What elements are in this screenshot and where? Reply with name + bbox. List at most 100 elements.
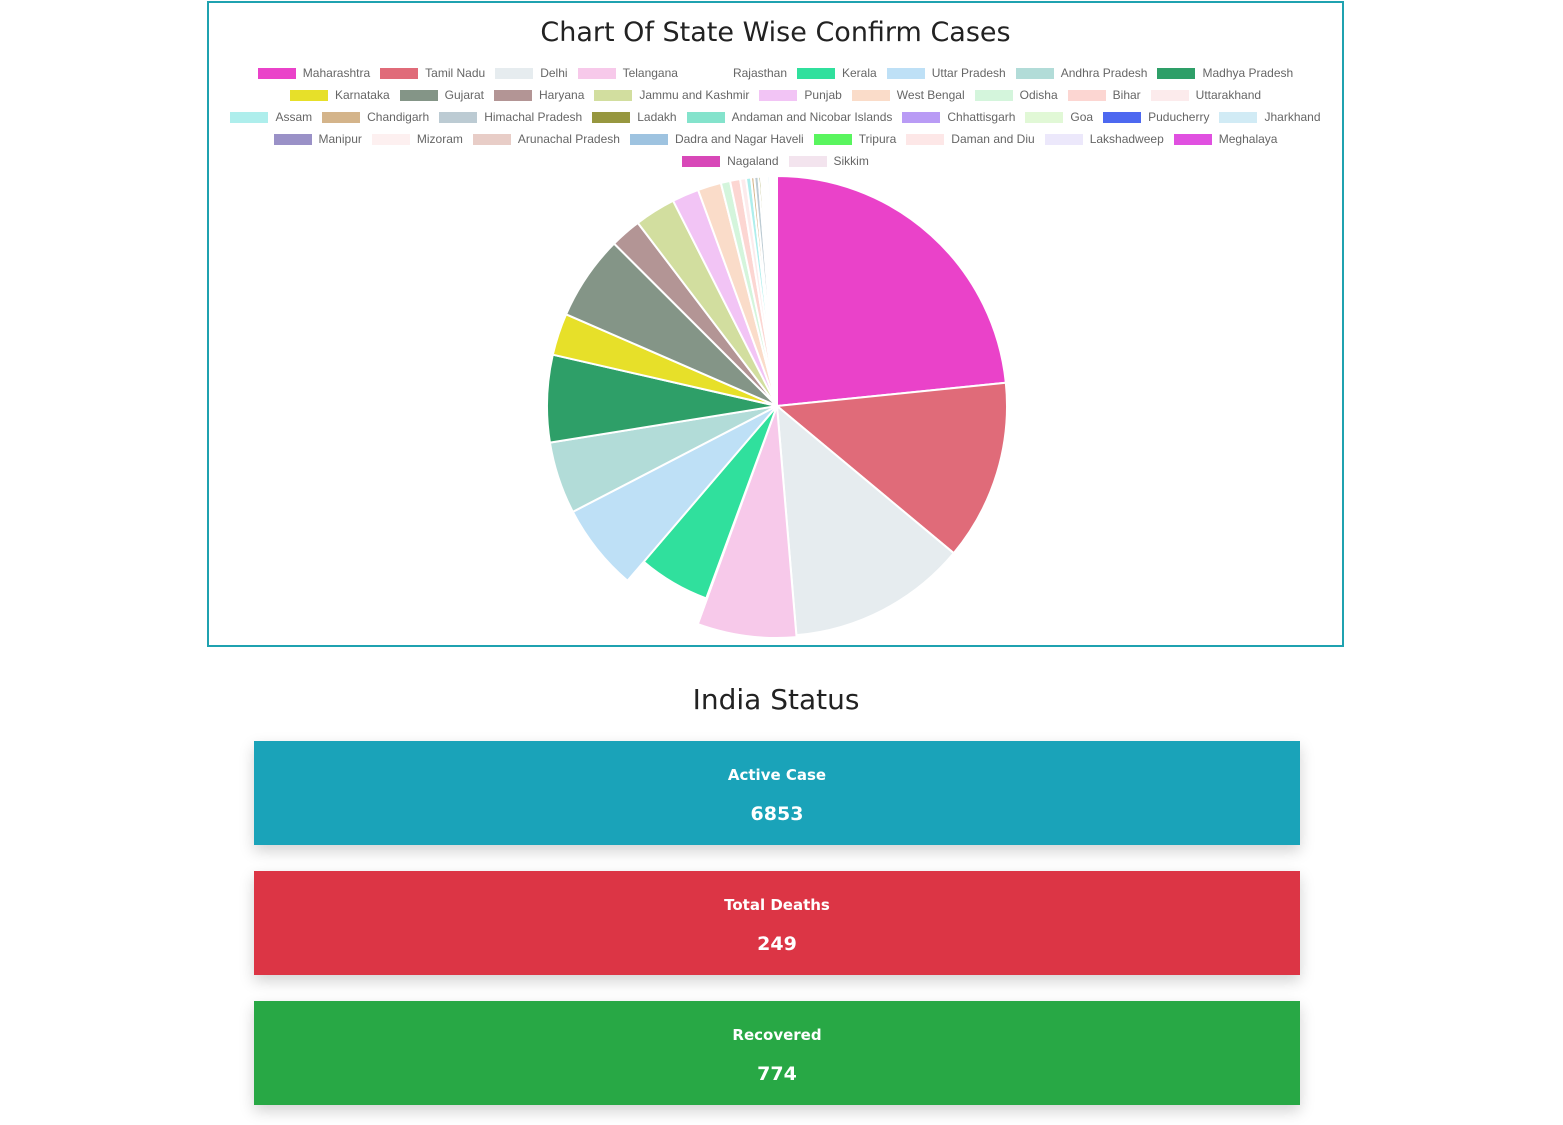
legend-item[interactable]: Jammu and Kashmir bbox=[594, 88, 749, 102]
legend-item[interactable]: Tamil Nadu bbox=[380, 66, 485, 80]
active-case-card: Active Case 6853 bbox=[254, 741, 1300, 845]
legend-item[interactable]: Andhra Pradesh bbox=[1015, 66, 1147, 80]
legend-item[interactable]: Himachal Pradesh bbox=[439, 110, 582, 124]
legend-swatch bbox=[886, 67, 925, 79]
legend-item[interactable]: Sikkim bbox=[788, 154, 869, 168]
legend-item[interactable]: Arunachal Pradesh bbox=[472, 132, 620, 146]
legend-label: Goa bbox=[1070, 110, 1094, 124]
legend-label: Jharkhand bbox=[1264, 110, 1321, 124]
legend-swatch bbox=[273, 133, 312, 145]
legend-item[interactable]: Assam bbox=[230, 110, 312, 124]
legend-swatch bbox=[974, 89, 1013, 101]
legend-label: Haryana bbox=[539, 88, 585, 102]
legend-item[interactable]: Puducherry bbox=[1103, 110, 1209, 124]
legend-item[interactable]: Odisha bbox=[974, 88, 1058, 102]
legend-swatch bbox=[1067, 89, 1106, 101]
legend-label: Lakshadweep bbox=[1089, 132, 1164, 146]
legend-item[interactable]: Daman and Diu bbox=[906, 132, 1035, 146]
legend-item[interactable]: Delhi bbox=[495, 66, 568, 80]
total-deaths-value: 249 bbox=[757, 933, 797, 955]
legend-item[interactable]: Telangana bbox=[577, 66, 678, 80]
chart-title: Chart Of State Wise Confirm Cases bbox=[540, 17, 1011, 48]
legend-label: Ladakh bbox=[637, 110, 677, 124]
legend-item[interactable]: Lakshadweep bbox=[1044, 132, 1164, 146]
legend-item[interactable]: Mizoram bbox=[371, 132, 463, 146]
recovered-value: 774 bbox=[757, 1063, 797, 1085]
legend-swatch bbox=[1015, 67, 1054, 79]
legend-label: Tamil Nadu bbox=[425, 66, 486, 80]
legend-swatch bbox=[380, 67, 419, 79]
legend-item[interactable]: Kerala bbox=[797, 66, 877, 80]
legend-item[interactable]: Haryana bbox=[494, 88, 584, 102]
legend-item[interactable]: Punjab bbox=[759, 88, 842, 102]
total-deaths-label: Total Deaths bbox=[724, 896, 830, 914]
legend-item[interactable]: Tripura bbox=[813, 132, 897, 146]
legend-label: Meghalaya bbox=[1218, 132, 1278, 146]
legend-label: Rajasthan bbox=[732, 66, 787, 80]
legend-item[interactable]: Chhattisgarh bbox=[902, 110, 1015, 124]
legend-label: Karnataka bbox=[334, 88, 390, 102]
legend-item[interactable]: Bihar bbox=[1067, 88, 1141, 102]
legend-label: Dadra and Nagar Haveli bbox=[674, 132, 804, 146]
legend-item[interactable]: Uttar Pradesh bbox=[886, 66, 1006, 80]
legend-label: Uttarakhand bbox=[1195, 88, 1262, 102]
legend-item[interactable]: Madhya Pradesh bbox=[1157, 66, 1293, 80]
active-case-label: Active Case bbox=[727, 766, 827, 784]
pie-slice-maharashtra[interactable] bbox=[776, 174, 1007, 408]
legend-label: Mizoram bbox=[416, 132, 463, 146]
legend-swatch bbox=[1025, 111, 1064, 123]
legend-swatch bbox=[594, 89, 633, 101]
legend-item[interactable]: Andaman and Nicobar Islands bbox=[686, 110, 893, 124]
legend-item[interactable]: Goa bbox=[1025, 110, 1093, 124]
legend-item[interactable]: Ladakh bbox=[592, 110, 677, 124]
legend-item[interactable]: Dadra and Nagar Haveli bbox=[629, 132, 804, 146]
legend-swatch bbox=[289, 89, 328, 101]
legend-label: Madhya Pradesh bbox=[1202, 66, 1294, 80]
legend-swatch bbox=[577, 67, 616, 79]
legend-swatch bbox=[495, 67, 534, 79]
legend-item[interactable]: Jharkhand bbox=[1219, 110, 1321, 124]
legend-item[interactable]: Gujarat bbox=[399, 88, 485, 102]
active-case-value: 6853 bbox=[750, 803, 804, 825]
legend-swatch bbox=[851, 89, 890, 101]
legend-swatch bbox=[788, 155, 827, 167]
legend-label: Kerala bbox=[842, 66, 877, 80]
legend-item[interactable]: Manipur bbox=[273, 132, 362, 146]
legend-item[interactable]: Rajasthan bbox=[687, 66, 787, 80]
legend-swatch bbox=[230, 111, 269, 123]
legend-label: Bihar bbox=[1112, 88, 1141, 102]
legend-swatch bbox=[1044, 133, 1083, 145]
legend-swatch bbox=[494, 89, 533, 101]
legend-item[interactable]: Meghalaya bbox=[1173, 132, 1278, 146]
legend-item[interactable]: West Bengal bbox=[851, 88, 965, 102]
pie-chart bbox=[546, 174, 1008, 639]
legend-swatch bbox=[686, 111, 725, 123]
legend-item[interactable]: Karnataka bbox=[289, 88, 390, 102]
legend-item[interactable]: Nagaland bbox=[682, 154, 779, 168]
legend-swatch bbox=[813, 133, 852, 145]
india-status-title: India Status bbox=[692, 683, 860, 716]
legend-swatch bbox=[1150, 89, 1189, 101]
legend-item[interactable]: Maharashtra bbox=[257, 66, 370, 80]
legend-swatch bbox=[472, 133, 511, 145]
chart-card: Chart Of State Wise Confirm Cases Mahara… bbox=[207, 1, 1344, 647]
legend-item[interactable]: Chandigarh bbox=[322, 110, 429, 124]
legend-label: West Bengal bbox=[896, 88, 965, 102]
pie-slice-telangana[interactable] bbox=[696, 405, 798, 639]
legend-label: Nagaland bbox=[727, 154, 779, 168]
legend-label: Puducherry bbox=[1148, 110, 1210, 124]
legend-item[interactable]: Uttarakhand bbox=[1150, 88, 1262, 102]
pie-slice-tamil-nadu[interactable] bbox=[774, 381, 1008, 555]
pie-slice-sikkim[interactable] bbox=[775, 174, 778, 407]
pie-slice-delhi[interactable] bbox=[775, 403, 956, 637]
legend-label: Daman and Diu bbox=[951, 132, 1035, 146]
legend-swatch bbox=[1157, 67, 1196, 79]
chart-legend: Maharashtra Tamil Nadu Delhi Telangana Rajas… bbox=[209, 62, 1342, 172]
legend-label: Andaman and Nicobar Islands bbox=[731, 110, 893, 124]
legend-label: Gujarat bbox=[444, 88, 485, 102]
legend-label: Chandigarh bbox=[367, 110, 430, 124]
legend-label: Tripura bbox=[858, 132, 897, 146]
legend-swatch bbox=[797, 67, 835, 79]
legend-label: Delhi bbox=[540, 66, 568, 80]
legend-label: Jammu and Kashmir bbox=[639, 88, 750, 102]
